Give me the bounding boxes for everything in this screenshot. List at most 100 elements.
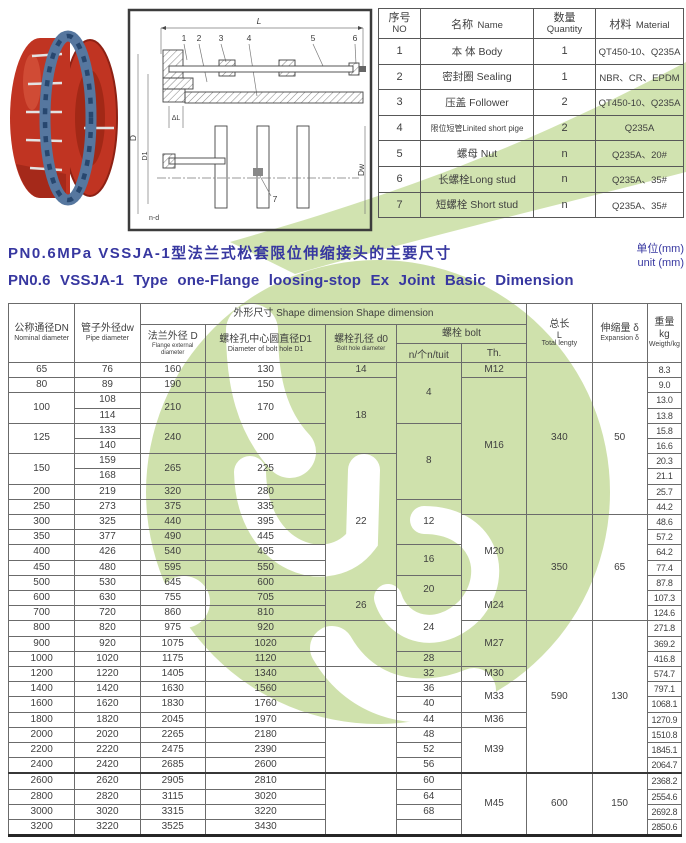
dimension-cell: 369.2 <box>646 635 683 652</box>
callout-5: 5 <box>311 33 316 43</box>
callout-1: 1 <box>182 33 187 43</box>
dimension-cell: 600 <box>204 574 327 592</box>
dimension-cell: 700 <box>7 605 76 622</box>
col-header-dw: 管子外径dw Pipe diameter <box>74 303 141 363</box>
dimension-table: 公称通径DN Nominal diameter 管子外径dw Pipe diamet… <box>7 303 683 838</box>
dimension-cell: 87.8 <box>646 574 683 592</box>
technical-drawing: L 1 2 3 4 5 6 ΔL <box>127 8 373 232</box>
dimension-cell: 2368.2 <box>646 772 683 790</box>
page-title-en: PN0.6 VSSJA-1 Type one-Flange loosing-st… <box>8 272 574 289</box>
dimension-cell: 3220 <box>204 803 327 821</box>
dimension-cell: 350 <box>526 514 593 622</box>
dimension-row: 150 159 265 225 22 20.3 <box>7 453 683 592</box>
dimension-cell: 22 <box>325 453 397 592</box>
dimension-cell <box>325 726 397 774</box>
dimension-cell: 225 <box>204 453 327 485</box>
dimension-cell: 21.1 <box>646 468 683 485</box>
parts-cell-qty: 1 <box>533 38 596 65</box>
dimension-cell: 1120 <box>204 650 327 668</box>
dimension-row: 140 16.6 <box>9 438 683 455</box>
dimension-cell: 16 <box>395 544 462 576</box>
dimension-row: 65 76 160 130 14 4 M12 340 50 8.3 <box>7 361 683 516</box>
dimension-row: 114 13.8 <box>9 407 683 424</box>
title-block: PN0.6MPa VSSJA-1型法兰式松套限位伸缩接头的主要尺寸 PN0.6 … <box>8 240 686 294</box>
parts-cell-material: Q235A、35# <box>595 165 684 193</box>
dimension-cell: 18 <box>325 377 397 455</box>
dimension-cell: 14 <box>325 361 397 379</box>
dimension-cell: 65 <box>7 361 76 379</box>
col-header-weight: 重量 kg Weigth/kg <box>646 303 683 363</box>
parts-header-row: 序号 NO 名称 Name 数量 Quantity 材料 Material <box>378 8 684 39</box>
dimension-cell: 320 <box>139 483 206 500</box>
parts-cell-name: 长螺栓Long stud <box>420 165 534 193</box>
dimension-cell: 100 <box>7 392 76 424</box>
page-title-cn: PN0.6MPa VSSJA-1型法兰式松套限位伸缩接头的主要尺寸 <box>8 245 452 262</box>
dimension-cell: 3430 <box>204 819 327 837</box>
dimension-cell: 2064.7 <box>646 757 683 774</box>
parts-cell-name: 螺母 Nut <box>420 140 534 167</box>
dimension-cell: 335 <box>204 498 327 516</box>
dimension-cell: 2810 <box>204 772 327 790</box>
dimension-cell: 32 <box>395 666 462 683</box>
col-header-total-length: 总长 L Total lengty <box>526 303 593 363</box>
dimension-cell: 130 <box>591 620 648 774</box>
parts-cell-name: 限位短管Linited short pige <box>420 114 534 142</box>
dimension-cell: 530 <box>74 574 141 592</box>
dimension-cell: 2554.6 <box>646 788 683 805</box>
dimension-cell: 2692.8 <box>646 803 683 821</box>
dimension-cell: 250 <box>7 498 76 516</box>
unit-note-en: unit (mm) <box>637 257 684 269</box>
dimension-cell: 44 <box>395 711 462 728</box>
dimension-cell: 860 <box>139 605 206 622</box>
dimension-cell: 595 <box>139 559 206 576</box>
dimension-cell: 28 <box>395 650 462 668</box>
parts-row: 3 压盖 Follower 2 QT450-10、Q235A <box>378 89 684 116</box>
col-header-shape-group: 外形尺寸 Shape dimension Shape dimension <box>139 303 528 325</box>
dimension-cell: 3200 <box>7 819 76 837</box>
dim-label-d1: D1 <box>142 151 149 160</box>
dimension-cell: 52 <box>395 742 462 759</box>
dimension-cell: 1820 <box>74 711 141 728</box>
dimension-cell: 490 <box>139 529 206 546</box>
parts-cell-no: 7 <box>378 191 421 219</box>
dimension-cell: M12 <box>460 361 528 379</box>
dimension-cell: 1068.1 <box>646 696 683 713</box>
dimension-cell: 2850.6 <box>646 819 683 837</box>
callout-7: 7 <box>273 194 278 204</box>
dimension-cell: 2180 <box>204 726 327 744</box>
dimension-row: 250 273 375 335 12 44.2 <box>7 498 683 546</box>
dimension-cell: 340 <box>526 361 593 516</box>
parts-cell-material: Q235A、20# <box>595 140 684 167</box>
dimension-row: 3000 3020 3315 3220 68 2692.8 <box>7 803 683 821</box>
dimension-cell: 12 <box>395 498 462 546</box>
dimension-cell: 108 <box>74 392 141 409</box>
dimension-row: 800 820 975 920 M27 590 130 271.8 <box>7 620 683 774</box>
dimension-cell: 1340 <box>204 666 327 683</box>
dimension-cell: 168 <box>74 468 141 485</box>
parts-cell-name: 短螺栓 Short stud <box>420 191 534 219</box>
dimension-cell: 500 <box>7 574 76 592</box>
dimension-cell: 440 <box>139 514 206 531</box>
dimension-cell: 190 <box>139 377 206 394</box>
dimension-cell: 57.2 <box>646 529 683 546</box>
dimension-cell: 48 <box>395 726 462 744</box>
dimension-cell <box>395 819 462 837</box>
callout-6: 6 <box>353 33 358 43</box>
callout-3: 3 <box>219 33 224 43</box>
unit-note-cn: 单位(mm) <box>636 243 684 255</box>
dimension-cell: M16 <box>460 377 528 516</box>
dimension-cell: 377 <box>74 529 141 546</box>
dimension-cell: 2200 <box>7 742 76 759</box>
dimension-cell: 2600 <box>7 772 76 790</box>
dimension-cell: 600 <box>526 772 593 837</box>
dimension-cell: 219 <box>74 483 141 500</box>
dimension-cell: 1270.9 <box>646 711 683 728</box>
parts-cell-qty: 2 <box>533 114 596 142</box>
dimension-cell: M30 <box>460 666 528 683</box>
dimension-cell: 2620 <box>74 772 141 790</box>
dimension-cell: 15.8 <box>646 422 683 440</box>
dimension-cell: M36 <box>460 711 528 728</box>
dimension-cell: 1000 <box>7 650 76 668</box>
parts-cell-qty: n <box>533 165 596 193</box>
dimension-cell: 2905 <box>139 772 206 790</box>
